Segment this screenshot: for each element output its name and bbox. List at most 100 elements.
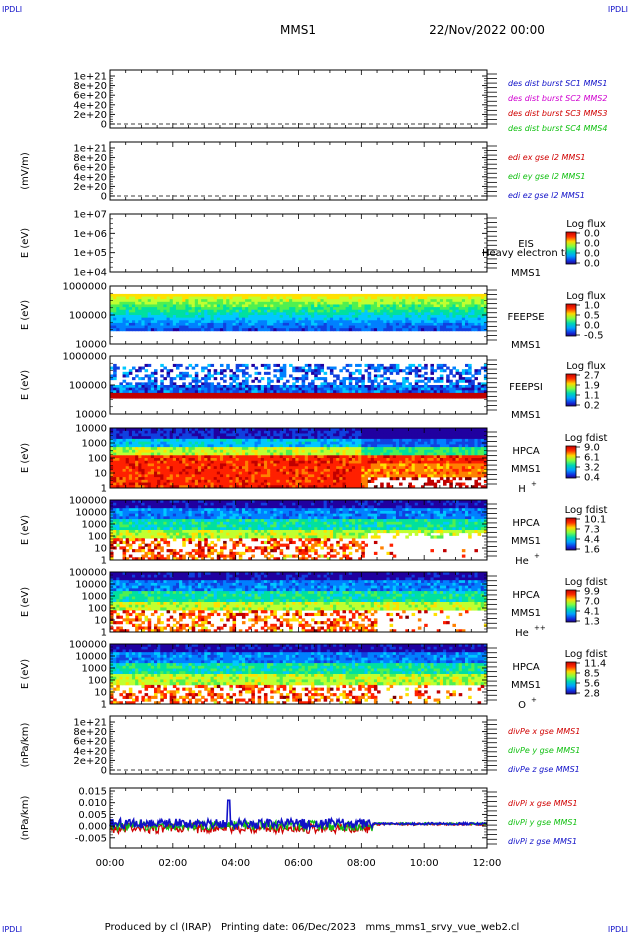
panel-p6-cell bbox=[282, 428, 287, 432]
panel-p6-cell bbox=[289, 482, 293, 486]
panel-p6-cell bbox=[317, 477, 321, 481]
panel-p5-cell bbox=[411, 369, 416, 373]
panel-p4-cell bbox=[458, 309, 463, 313]
panel-p5-cell bbox=[229, 377, 233, 381]
panel-p5-cell bbox=[311, 369, 315, 373]
panel-p5-cell bbox=[304, 369, 309, 373]
panel-p4-cell bbox=[248, 320, 252, 324]
panel-p5-cell bbox=[223, 374, 227, 378]
panel-p4-cell bbox=[468, 307, 472, 311]
panel-p6-cell bbox=[301, 458, 306, 462]
panel-p4-cell bbox=[449, 293, 453, 297]
panel-p5-cell bbox=[125, 390, 130, 394]
panel-p4-cell bbox=[141, 315, 145, 319]
panel-p5-cell bbox=[329, 369, 334, 373]
panel-p6-cell bbox=[182, 485, 186, 489]
panel-p5-cell bbox=[480, 385, 485, 389]
panel-p5-cell bbox=[339, 387, 343, 391]
panel-p5-cell bbox=[122, 374, 127, 378]
panel-p5-cell bbox=[188, 395, 193, 399]
panel-p4-cell bbox=[477, 328, 482, 332]
panel-p6-cell bbox=[135, 479, 139, 483]
panel-p4-cell bbox=[480, 304, 485, 308]
corner-mark-bottom-right: IPDLI bbox=[608, 925, 628, 934]
panel-p6-cell bbox=[219, 485, 224, 489]
panel-p6-cell bbox=[314, 433, 318, 437]
panel-p5-cell bbox=[405, 385, 409, 389]
panel-p6-cell bbox=[298, 438, 303, 443]
panel-p5-cell bbox=[172, 363, 177, 367]
panel-p4-cell bbox=[153, 320, 158, 324]
panel-p4-cell bbox=[194, 307, 199, 311]
panel-p4-cell bbox=[166, 317, 171, 321]
panel-p3-cbar-tick-label: 0.0 bbox=[584, 229, 600, 240]
panel-p5-cell bbox=[389, 366, 394, 370]
panel-p5-cell bbox=[251, 395, 255, 399]
panel-p6-cell bbox=[172, 485, 177, 489]
panel-p4-cell bbox=[213, 317, 218, 321]
panel-p6-cell bbox=[160, 485, 164, 489]
panel-p4-cell bbox=[477, 320, 482, 324]
panel-p4-cell bbox=[455, 296, 460, 300]
panel-p6-cell bbox=[257, 447, 262, 451]
panel-p4-cell bbox=[326, 325, 331, 329]
panel-p5-cell bbox=[465, 371, 469, 375]
panel-p5-cell bbox=[433, 387, 438, 391]
panel-p4-cell bbox=[427, 317, 431, 321]
panel-p5-cell bbox=[430, 387, 434, 391]
panel-p4-cell bbox=[414, 325, 419, 329]
panel-p4-cell bbox=[361, 309, 365, 313]
panel-p4-cell bbox=[417, 315, 422, 319]
panel-p6-cell bbox=[210, 455, 215, 459]
panel-p1-ytick-label: 1e+21 bbox=[73, 72, 107, 83]
panel-p6-cell bbox=[333, 482, 337, 486]
panel-p4-cell bbox=[232, 317, 237, 321]
panel-p5-cell bbox=[197, 395, 202, 399]
panel-p5-cell bbox=[304, 395, 309, 399]
panel-p4-cell bbox=[160, 328, 164, 332]
panel-p4-cell bbox=[141, 296, 145, 300]
panel-p4-cell bbox=[238, 320, 243, 324]
panel-p6-cell bbox=[116, 485, 120, 489]
panel-p4-cell bbox=[326, 304, 331, 308]
panel-p6-cell bbox=[285, 433, 290, 437]
panel-p6-cell bbox=[135, 438, 139, 443]
panel-p4-cell bbox=[461, 322, 466, 326]
panel-p6-cell bbox=[238, 455, 243, 459]
panel-p4-cell bbox=[405, 320, 409, 324]
panel-p4-cell bbox=[468, 312, 472, 316]
panel-p6-cell bbox=[116, 430, 120, 434]
panel-p5-cell bbox=[326, 366, 331, 370]
panel-p5-cell bbox=[358, 369, 362, 373]
panel-p4-cell bbox=[380, 304, 384, 308]
panel-p4-cell bbox=[185, 317, 189, 321]
panel-p5-cell bbox=[119, 387, 123, 391]
panel-p6-cell bbox=[301, 482, 306, 486]
panel-p4-cell bbox=[377, 301, 381, 305]
panel-p5-cell bbox=[373, 387, 378, 391]
panel-p6-cell bbox=[348, 433, 353, 437]
panel-p5-cell bbox=[392, 369, 397, 373]
panel-p5-cell bbox=[113, 374, 117, 378]
panel-p4-cell bbox=[414, 307, 419, 311]
panel-p5-cell bbox=[446, 390, 450, 394]
panel-p4-cell bbox=[194, 322, 199, 326]
panel-p6-cell bbox=[119, 463, 123, 467]
panel-p4-cell bbox=[339, 328, 343, 332]
panel-p4-cell bbox=[251, 315, 255, 319]
panel-p5-cell bbox=[333, 366, 337, 370]
panel-p5-cell bbox=[147, 395, 152, 399]
panel-p6-cell bbox=[289, 468, 293, 473]
panel-p6-cell bbox=[163, 485, 167, 489]
panel-p4-cell bbox=[150, 328, 155, 332]
panel-p4-cell bbox=[285, 307, 290, 311]
panel-p6-cell bbox=[267, 479, 271, 483]
panel-p4-cell bbox=[185, 304, 189, 308]
panel-p4-cell bbox=[383, 309, 387, 313]
panel-p5-cell bbox=[358, 385, 362, 389]
panel-p6-cell bbox=[197, 430, 202, 434]
panel-p6-cell bbox=[326, 436, 331, 440]
panel-p4-cell bbox=[263, 293, 268, 297]
panel-p6-cell bbox=[207, 479, 211, 483]
panel-p5-cell bbox=[226, 390, 230, 394]
